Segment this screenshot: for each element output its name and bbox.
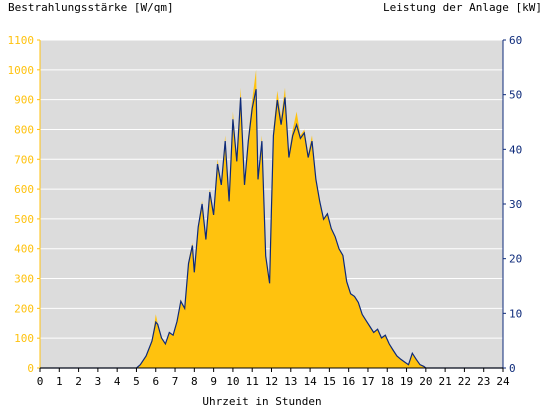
x-tick-label: 22 <box>458 375 471 388</box>
x-tick-label: 5 <box>133 375 140 388</box>
x-tick-label: 16 <box>342 375 355 388</box>
left-tick-label: 600 <box>14 183 34 196</box>
x-tick-label: 11 <box>246 375 259 388</box>
x-tick-label: 0 <box>37 375 44 388</box>
left-tick-label: 800 <box>14 123 34 136</box>
x-tick-label: 24 <box>496 375 510 388</box>
x-tick-label: 6 <box>152 375 159 388</box>
x-tick-label: 17 <box>361 375 374 388</box>
x-tick-label: 2 <box>75 375 82 388</box>
right-tick-label: 60 <box>509 34 522 47</box>
x-tick-label: 1 <box>56 375 63 388</box>
right-tick-label: 40 <box>509 143 522 156</box>
x-tick-label: 18 <box>381 375 394 388</box>
left-tick-label: 1100 <box>8 34 35 47</box>
x-tick-label: 12 <box>265 375 278 388</box>
right-axis-title: Leistung der Anlage [kW] <box>383 1 542 14</box>
x-tick-label: 4 <box>114 375 121 388</box>
right-tick-label: 50 <box>509 89 522 102</box>
x-tick-label: 21 <box>439 375 452 388</box>
x-tick-label: 3 <box>95 375 102 388</box>
left-axis-ticks: 0 100 200 300 400 500 600 700 800 900 1000 1100 <box>8 34 40 375</box>
left-tick-label: 300 <box>14 273 34 286</box>
left-tick-label: 500 <box>14 213 34 226</box>
power-line-series <box>40 89 503 369</box>
left-tick-label: 0 <box>27 362 34 375</box>
x-axis-label: Uhrzeit in Stunden <box>202 395 321 408</box>
right-tick-label: 10 <box>509 307 522 320</box>
x-tick-label: 13 <box>284 375 297 388</box>
left-tick-label: 1000 <box>8 64 35 77</box>
x-tick-label: 14 <box>303 375 317 388</box>
x-tick-label: 8 <box>191 375 198 388</box>
right-tick-label: 30 <box>509 198 522 211</box>
x-tick-label: 20 <box>419 375 432 388</box>
x-tick-label: 15 <box>323 375 336 388</box>
x-tick-label: 7 <box>172 375 179 388</box>
axis-lines <box>39 40 504 369</box>
left-tick-label: 100 <box>14 332 34 345</box>
left-tick-label: 200 <box>14 302 34 315</box>
right-tick-label: 0 <box>509 362 516 375</box>
right-tick-label: 20 <box>509 253 522 266</box>
left-tick-label: 900 <box>14 94 34 107</box>
x-axis-ticks: 0 1 2 3 4 5 6 7 8 9 10 11 12 13 14 15 16 17 18 19 20 21 22 23 24 <box>37 368 510 388</box>
x-tick-label: 19 <box>400 375 413 388</box>
left-tick-label: 700 <box>14 153 34 166</box>
power-line <box>40 89 503 369</box>
x-tick-label: 23 <box>477 375 490 388</box>
left-axis-title: Bestrahlungsstärke [W/qm] <box>8 1 174 14</box>
left-tick-label: 400 <box>14 243 34 256</box>
right-axis-ticks: 0 10 20 30 40 50 60 <box>503 34 522 375</box>
x-tick-label: 9 <box>210 375 217 388</box>
x-tick-label: 10 <box>226 375 239 388</box>
